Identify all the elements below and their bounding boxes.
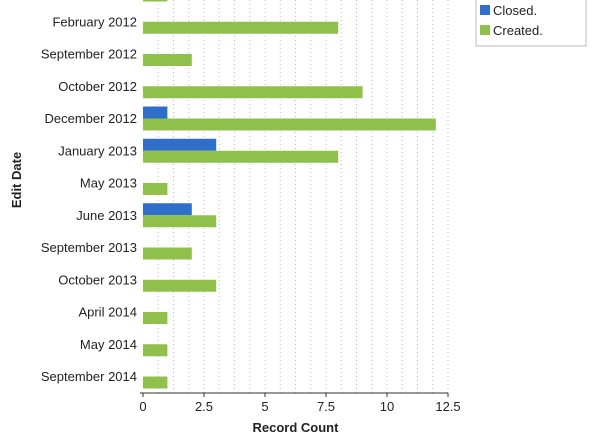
x-tick-label-5: 12.5 — [435, 399, 460, 414]
y-category-label-3: October 2012 — [58, 79, 137, 94]
bar-closed-7 — [143, 203, 192, 216]
y-axis-labels: February 2012 September 2012 October 2012 D… — [41, 14, 137, 384]
bar-closed-5 — [143, 138, 217, 151]
x-tick-label-2: 5 — [261, 399, 268, 414]
legend: Closed. Created. — [475, 0, 587, 47]
bar-created-4 — [143, 118, 436, 131]
bar-created-6 — [143, 183, 168, 195]
legend-label-created: Created. — [493, 23, 543, 38]
bar-created-3 — [143, 86, 363, 99]
bar-created-0 — [143, 0, 168, 2]
bar-created-11 — [143, 344, 168, 357]
y-category-label-12: September 2014 — [41, 369, 137, 384]
y-axis-title: Edit Date — [9, 152, 24, 208]
bar-created-10 — [143, 312, 168, 324]
bar-created-2 — [143, 54, 192, 66]
y-category-label-10: April 2014 — [78, 305, 137, 320]
y-category-label-7: June 2013 — [76, 208, 137, 223]
y-category-label-5: January 2013 — [58, 143, 137, 158]
legend-label-closed: Closed. — [493, 3, 537, 18]
bar-created-8 — [143, 247, 192, 260]
x-axis-title: Record Count — [253, 420, 340, 435]
x-tick-label-1: 2.5 — [195, 399, 213, 414]
y-category-label-8: September 2013 — [41, 240, 137, 255]
y-category-label-1: February 2012 — [52, 14, 137, 29]
x-tick-label-3: 7.5 — [317, 399, 335, 414]
bar-closed-4 — [143, 106, 168, 119]
y-category-label-2: September 2012 — [41, 47, 137, 62]
x-tick-label-4: 10 — [380, 399, 394, 414]
y-category-label-11: May 2014 — [80, 337, 137, 352]
bar-created-12 — [143, 376, 168, 389]
bars — [143, 0, 436, 389]
bar-created-1 — [143, 21, 339, 34]
legend-swatch-created — [480, 25, 490, 35]
y-category-label-6: May 2013 — [80, 176, 137, 191]
legend-swatch-closed — [480, 5, 490, 15]
grid-lines — [157, 0, 449, 393]
y-category-label-9: October 2013 — [58, 272, 137, 287]
y-category-label-4: December 2012 — [45, 111, 138, 126]
bar-created-5 — [143, 150, 339, 163]
bar-created-9 — [143, 279, 217, 292]
x-tick-label-0: 0 — [139, 399, 146, 414]
x-axis-ticks: 0 2.5 5 7.5 10 12.5 — [139, 393, 461, 414]
bar-created-7 — [143, 215, 217, 228]
